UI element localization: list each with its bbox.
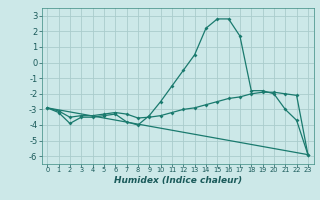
X-axis label: Humidex (Indice chaleur): Humidex (Indice chaleur) (114, 176, 242, 185)
